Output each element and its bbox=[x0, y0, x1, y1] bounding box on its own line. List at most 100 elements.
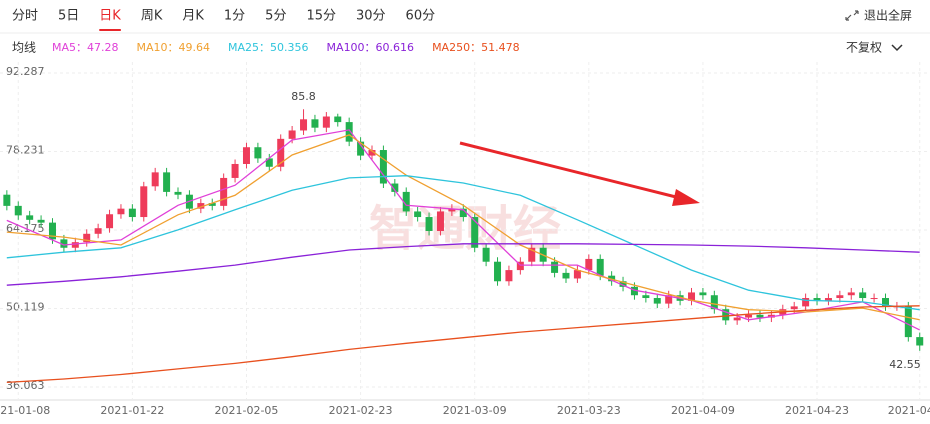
exit-icon[interactable] bbox=[845, 10, 859, 21]
candle-body bbox=[653, 298, 661, 304]
x-tick-label: 2021-02-05 bbox=[215, 404, 279, 417]
legend-entry: MA10：49.64 bbox=[137, 41, 211, 54]
period-tab[interactable]: 周K bbox=[141, 9, 163, 24]
candle-body bbox=[391, 183, 399, 192]
candle-body bbox=[83, 233, 91, 243]
period-tab[interactable]: 5日 bbox=[58, 9, 79, 24]
candle-body bbox=[140, 186, 148, 218]
candle-body bbox=[174, 191, 182, 195]
candle-body bbox=[859, 292, 867, 299]
candle-body bbox=[60, 239, 68, 248]
candle-body bbox=[117, 208, 125, 215]
candle-body bbox=[37, 219, 45, 223]
period-tab[interactable]: 30分 bbox=[356, 9, 386, 24]
candle-body bbox=[3, 194, 11, 206]
candle-body bbox=[311, 119, 319, 128]
legend-entry: MA5：47.28 bbox=[52, 41, 119, 54]
candle-body bbox=[436, 211, 444, 231]
ma-line bbox=[6, 175, 920, 311]
candle-body bbox=[128, 208, 136, 218]
candle-body bbox=[881, 298, 889, 307]
candle-body bbox=[414, 211, 422, 218]
candle-body bbox=[722, 309, 730, 321]
period-tab[interactable]: 日K bbox=[99, 9, 121, 24]
candle-body bbox=[505, 270, 513, 282]
ma-line bbox=[6, 129, 920, 331]
period-tab[interactable]: 60分 bbox=[406, 9, 436, 24]
candle-body bbox=[642, 295, 650, 299]
ma-header: 均线 bbox=[12, 41, 36, 55]
candle-body bbox=[345, 122, 353, 142]
candle-body bbox=[357, 141, 365, 156]
candle-body bbox=[402, 191, 410, 212]
period-tab[interactable]: 5分 bbox=[265, 9, 286, 24]
candle-body bbox=[151, 172, 159, 187]
candle-body bbox=[551, 261, 559, 273]
y-tick-label: 78.231 bbox=[6, 144, 45, 157]
candle-body bbox=[688, 292, 696, 301]
candle-body bbox=[665, 295, 673, 304]
ma-line bbox=[6, 243, 920, 286]
candle-body bbox=[254, 147, 262, 159]
candle-body bbox=[836, 295, 844, 299]
candle-body bbox=[562, 272, 570, 279]
x-tick-label: 2021-04-23 bbox=[785, 404, 849, 417]
period-tab[interactable]: 15分 bbox=[306, 9, 336, 24]
candle-body bbox=[231, 163, 239, 178]
x-tick-label: 2021-01-22 bbox=[100, 404, 164, 417]
exit-fullscreen[interactable]: 退出全屏 bbox=[864, 8, 912, 23]
x-tick-label: 2021-03-23 bbox=[557, 404, 621, 417]
candle-body bbox=[870, 298, 878, 300]
candle-body bbox=[482, 247, 490, 262]
candle-body bbox=[277, 138, 285, 167]
candle-body bbox=[379, 150, 387, 184]
candle-body bbox=[824, 298, 832, 301]
candle-body bbox=[14, 205, 22, 216]
period-tab[interactable]: 月K bbox=[182, 9, 204, 24]
candle-body bbox=[756, 314, 764, 318]
candle-body bbox=[802, 298, 810, 307]
candle-body bbox=[322, 116, 330, 128]
candle-body bbox=[48, 222, 56, 240]
candle-body bbox=[265, 158, 273, 167]
x-tick-label: 2021-01-08 bbox=[0, 404, 50, 417]
candle-body bbox=[608, 275, 616, 282]
ma-line bbox=[6, 305, 920, 384]
candle-body bbox=[425, 217, 433, 231]
legend-entry: MA100：60.616 bbox=[327, 41, 415, 54]
candle-body bbox=[813, 298, 821, 301]
candle-body bbox=[710, 295, 718, 310]
candle-body bbox=[471, 217, 479, 248]
y-tick-label: 92.287 bbox=[6, 65, 45, 78]
candle-body bbox=[26, 215, 34, 220]
candle-body bbox=[573, 270, 581, 279]
x-tick-label: 2021-04-09 bbox=[671, 404, 735, 417]
candle-body bbox=[494, 261, 502, 282]
candle-body bbox=[699, 292, 707, 296]
chevron[interactable] bbox=[891, 44, 903, 52]
candle-body bbox=[448, 208, 456, 212]
candle-body bbox=[220, 177, 228, 206]
candle-body bbox=[334, 116, 342, 123]
period-tab[interactable]: 分时 bbox=[12, 9, 38, 24]
x-tick-label: 2021-03-09 bbox=[443, 404, 507, 417]
arrow bbox=[459, 141, 700, 206]
period-tab[interactable]: 1分 bbox=[224, 9, 245, 24]
candle-body bbox=[904, 306, 912, 338]
candle-body bbox=[916, 337, 924, 346]
candle-body bbox=[300, 119, 308, 131]
candle-body bbox=[459, 208, 467, 218]
ma-line bbox=[6, 134, 920, 321]
candle-body bbox=[208, 203, 216, 206]
legend-entry: MA250：51.478 bbox=[432, 41, 520, 54]
candle-body bbox=[847, 292, 855, 296]
candle-body bbox=[745, 314, 753, 318]
candle-body bbox=[106, 214, 114, 229]
candle-body bbox=[585, 258, 593, 271]
adjust-menu[interactable]: 不复权 bbox=[846, 41, 882, 55]
price-annotation: 85.8 bbox=[291, 90, 316, 103]
candle-body bbox=[197, 203, 205, 209]
candle-body bbox=[71, 242, 79, 248]
candle-body bbox=[733, 317, 741, 321]
